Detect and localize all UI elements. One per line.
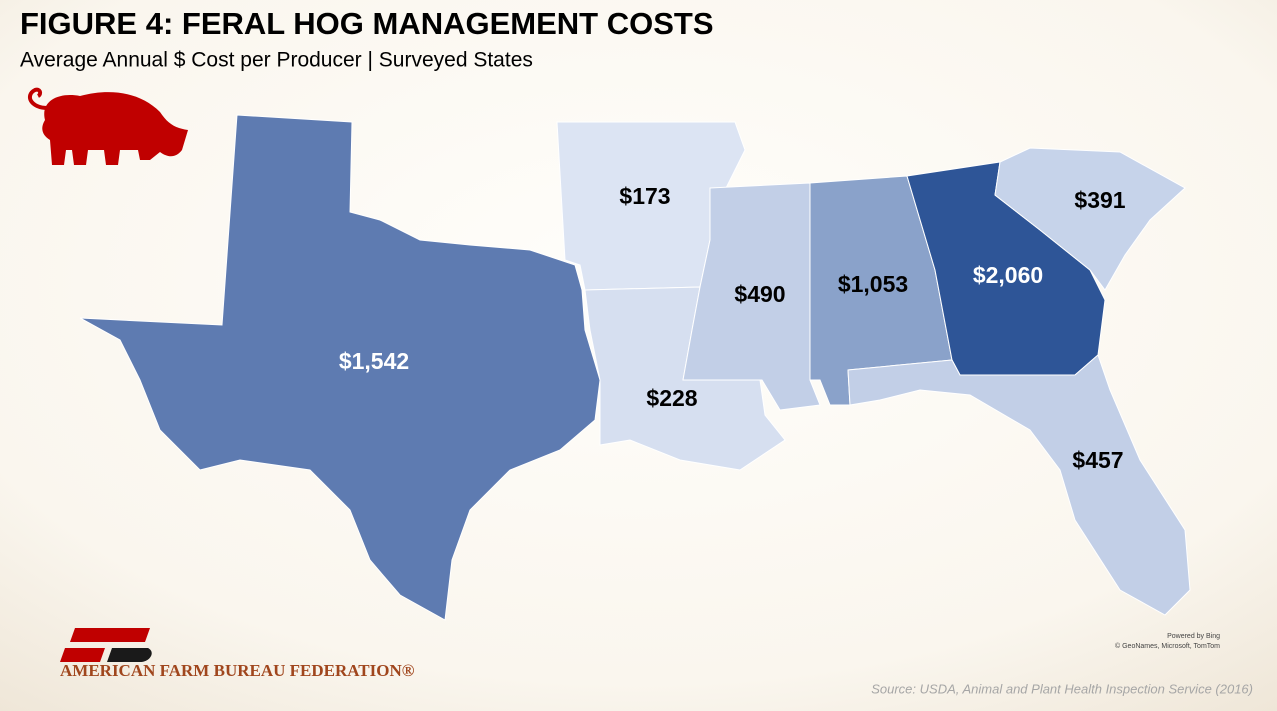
value-label: $457 bbox=[1072, 447, 1123, 473]
value-label: $391 bbox=[1074, 187, 1125, 213]
region bbox=[994, 147, 1186, 291]
logo bbox=[60, 628, 152, 662]
value-label: $228 bbox=[646, 385, 697, 411]
value-label: $490 bbox=[734, 281, 785, 307]
attribution: Powered by Bing bbox=[1167, 633, 1220, 640]
subtitle: Average Annual $ Cost per Producer | Sur… bbox=[20, 49, 533, 72]
states: $1,542 $173 $228 $490 $1,053 $2,060 $391 $457 bbox=[79, 114, 1191, 621]
region bbox=[847, 354, 1191, 616]
attribution: © GeoNames, Microsoft, TomTom bbox=[1115, 642, 1220, 650]
region bbox=[79, 114, 601, 621]
source: Source: USDA, Animal and Plant Health In… bbox=[871, 681, 1253, 696]
organization: AMERICAN FARM BUREAU FEDERATION® bbox=[60, 661, 415, 680]
value-label: $173 bbox=[619, 183, 670, 209]
value-label: $1,542 bbox=[339, 348, 409, 374]
value-label: $1,053 bbox=[838, 271, 908, 297]
title: FIGURE 4: FERAL HOG MANAGEMENT COSTS bbox=[20, 6, 714, 41]
pig-icon bbox=[27, 87, 189, 165]
value-label: $2,060 bbox=[973, 262, 1043, 288]
